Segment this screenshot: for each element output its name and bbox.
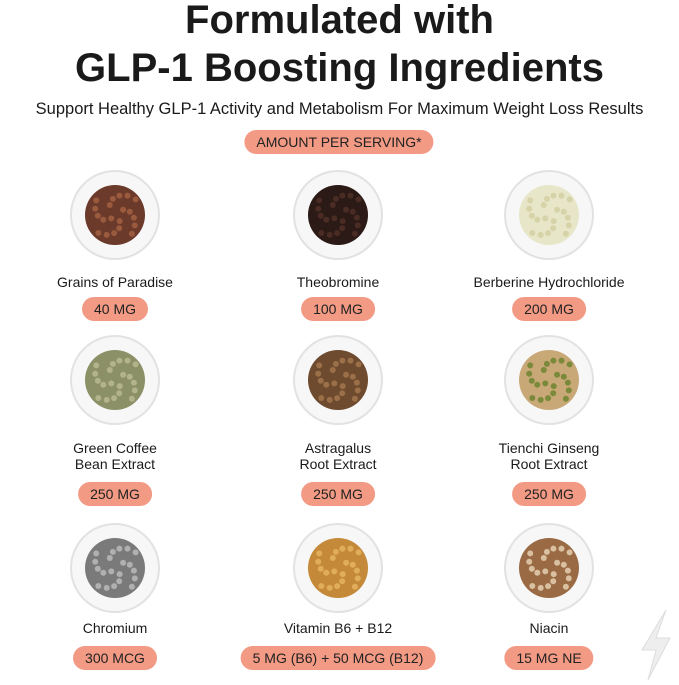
name-line: Root Extract	[299, 456, 377, 472]
name-line: Green Coffee	[73, 440, 157, 456]
ingredient-image	[293, 170, 383, 260]
ingredient-image	[293, 335, 383, 425]
amount-pill: 200 MG	[512, 297, 586, 321]
ingredient-name: Tienchi Ginseng Root Extract	[499, 440, 600, 472]
ingredient-image	[70, 335, 160, 425]
name-line: Tienchi Ginseng	[498, 440, 600, 456]
amount-pill: 300 MCG	[73, 646, 157, 670]
ingredient-image	[70, 170, 160, 260]
subtitle: Support Healthy GLP-1 Activity and Metab…	[35, 100, 644, 118]
amount-pill: 250 MG	[301, 482, 375, 506]
name-line: Theobromine	[296, 274, 380, 290]
name-line: Astragalus	[304, 440, 372, 456]
ingredient-name: Niacin	[530, 620, 569, 636]
name-line: Niacin	[529, 620, 569, 636]
ingredient-name: Vitamin B6 + B12	[284, 620, 392, 636]
ingredient-image	[70, 523, 160, 613]
amount-pill: 40 MG	[81, 297, 149, 321]
ingredient-image	[293, 523, 383, 613]
ingredient-image	[504, 335, 594, 425]
ingredient-image	[504, 523, 594, 613]
title-line: GLP-1 Boosting Ingredients	[75, 46, 604, 90]
amount-pill: 15 MG NE	[504, 646, 594, 670]
amount-pill: 250 MG	[78, 482, 152, 506]
ingredient-image	[504, 170, 594, 260]
name-line: Bean Extract	[74, 456, 156, 472]
ingredient-name: Berberine Hydrochloride	[474, 274, 625, 290]
amount-pill: 5 MG (B6) + 50 MCG (B12)	[240, 646, 436, 670]
amount-pill: 250 MG	[512, 482, 586, 506]
ingredient-name: Chromium	[83, 620, 148, 636]
ingredient-name: Astragalus Root Extract	[299, 440, 376, 472]
ingredient-name: Grains of Paradise	[57, 274, 173, 290]
name-line: Chromium	[82, 620, 148, 636]
name-line: Grains of Paradise	[57, 274, 173, 290]
ingredient-name: Theobromine	[297, 274, 380, 290]
ingredient-name: Green Coffee Bean Extract	[73, 440, 157, 472]
logo	[641, 609, 671, 681]
amount-pill: 100 MG	[301, 297, 375, 321]
serving-badge: AMOUNT PER SERVING*	[244, 130, 434, 154]
name-line: Root Extract	[510, 456, 588, 472]
name-line: Vitamin B6 + B12	[283, 620, 393, 636]
title-line: Formulated with	[185, 0, 494, 42]
name-line: Berberine Hydrochloride	[473, 274, 625, 290]
